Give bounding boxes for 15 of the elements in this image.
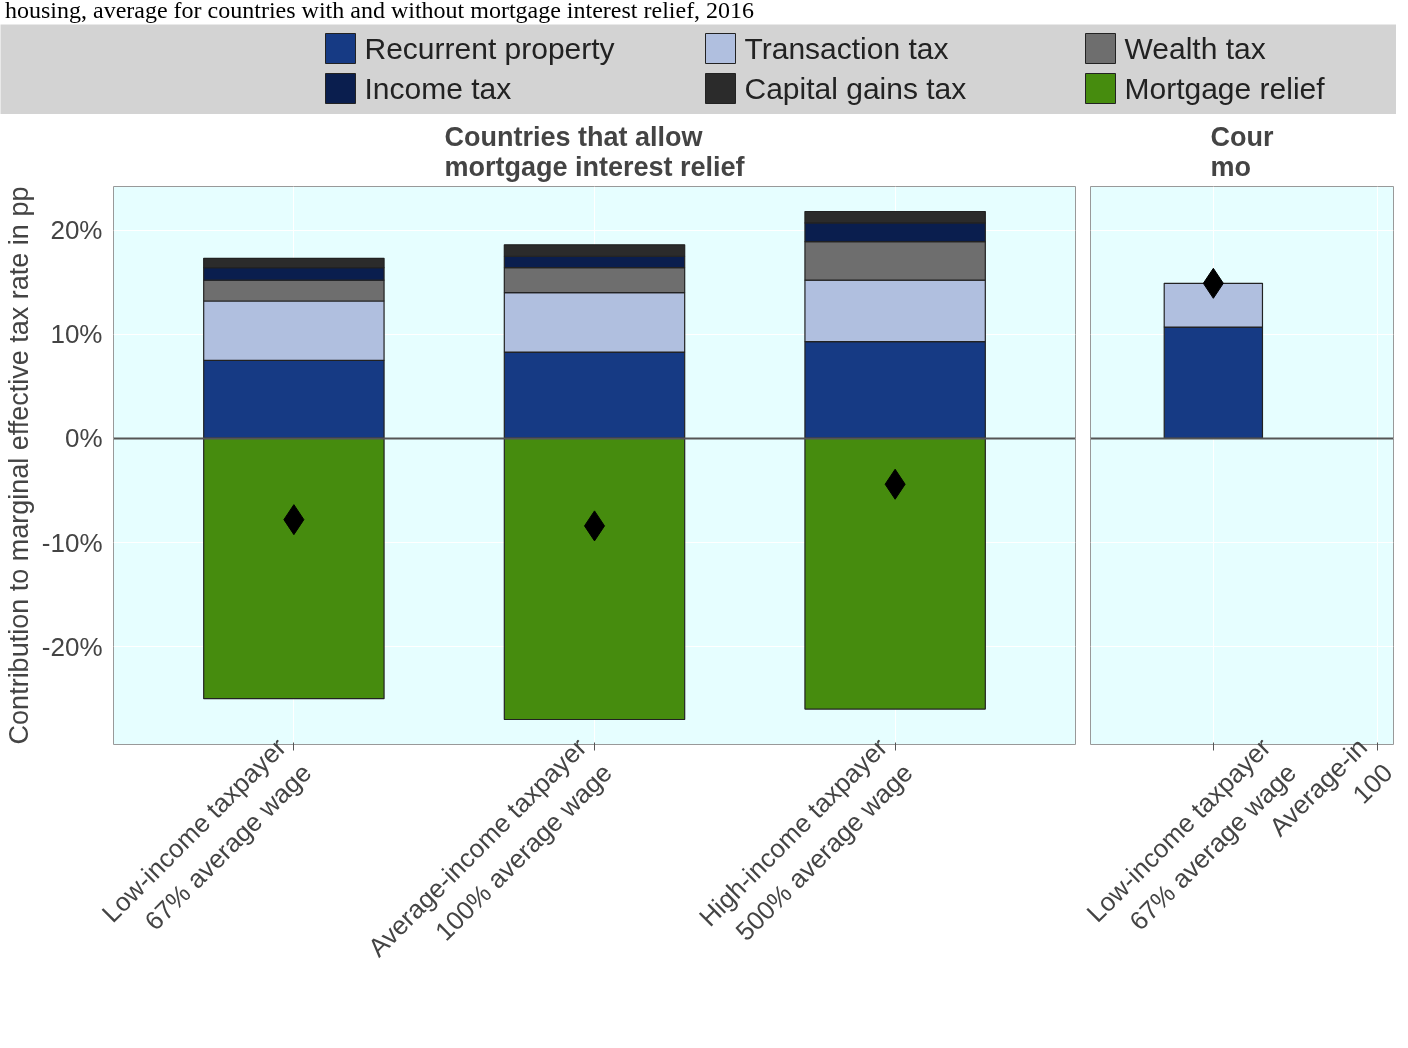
y-tick-label: -10%	[41, 527, 103, 558]
chart-title: Countries that allow mortgage interest relief	[444, 121, 746, 182]
chart-title: Cour mo	[1210, 121, 1274, 182]
text: housing, average for countries with and without mortgage interest relief, 2016	[5, 0, 755, 25]
legend-label: Recurrent property	[364, 32, 615, 65]
legend-label: Wealth tax	[1124, 32, 1266, 65]
legend-label: Transaction tax	[744, 32, 949, 65]
y-tick-label: 10%	[50, 319, 103, 350]
y-tick-label: 0%	[64, 423, 103, 454]
y-tick-label: -20%	[41, 631, 103, 662]
legend-label: Capital gains tax	[744, 72, 967, 105]
y-tick-label: 20%	[50, 215, 103, 246]
legend-label: Income tax	[364, 72, 512, 105]
legend-label: Mortgage relief	[1124, 72, 1326, 105]
y-axis-title: Contribution to marginal effective tax rate in pp	[3, 186, 34, 745]
